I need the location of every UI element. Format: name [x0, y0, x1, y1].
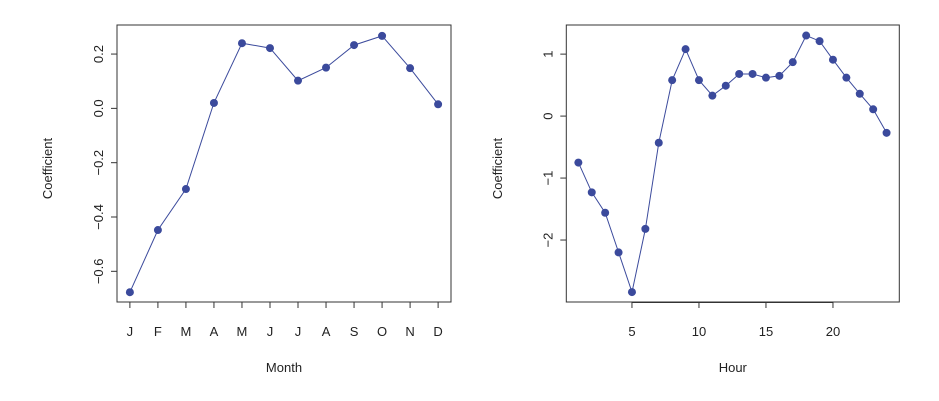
x-axis-label: Hour	[719, 360, 748, 375]
x-tick-label: F	[154, 324, 162, 339]
data-point	[434, 100, 443, 109]
y-tick-label: −0.2	[91, 150, 106, 176]
y-axis-label: Coefficient	[490, 138, 505, 200]
data-point	[882, 128, 891, 137]
series-line	[129, 35, 439, 293]
data-point	[125, 288, 134, 297]
plot-frame	[116, 24, 452, 303]
data-point	[721, 81, 730, 90]
data-point	[869, 105, 878, 114]
data-point	[654, 138, 663, 147]
data-point	[828, 55, 837, 64]
data-point	[627, 288, 636, 297]
y-tick-label: 0	[540, 112, 555, 119]
y-tick-label: 0.0	[91, 99, 106, 117]
y-axis-label: Coefficient	[40, 138, 55, 200]
y-tick-label: −0.4	[91, 204, 106, 230]
data-point	[855, 89, 864, 98]
y-tick-label: −1	[540, 171, 555, 186]
data-point	[237, 39, 246, 48]
data-point	[294, 76, 303, 85]
data-point	[761, 73, 770, 82]
data-point	[614, 248, 623, 257]
y-tick-label: −2	[540, 233, 555, 248]
data-point	[842, 73, 851, 82]
y-tick-label: −0.6	[91, 258, 106, 284]
data-point	[153, 226, 162, 235]
data-point	[181, 185, 190, 194]
data-point	[265, 44, 274, 53]
x-tick-label: O	[377, 324, 387, 339]
data-point	[788, 58, 797, 67]
x-tick-label: J	[267, 324, 274, 339]
x-tick-label: J	[295, 324, 302, 339]
data-point	[350, 41, 359, 50]
data-point	[708, 91, 717, 100]
data-point	[209, 98, 218, 107]
data-point	[668, 76, 677, 85]
x-tick-label: A	[322, 324, 331, 339]
x-tick-label: 10	[692, 324, 706, 339]
data-point	[587, 188, 596, 197]
data-point	[406, 64, 415, 73]
data-point	[378, 31, 387, 40]
x-tick-label: M	[181, 324, 192, 339]
x-tick-label: A	[210, 324, 219, 339]
x-tick-label: M	[237, 324, 248, 339]
data-point	[694, 76, 703, 85]
x-tick-label: 5	[628, 324, 635, 339]
data-point	[775, 71, 784, 80]
data-point	[802, 31, 811, 40]
data-point	[735, 69, 744, 78]
data-point	[601, 208, 610, 217]
x-axis-label: Month	[266, 360, 302, 375]
x-tick-label: S	[350, 324, 359, 339]
data-point	[681, 45, 690, 54]
x-tick-label: D	[433, 324, 442, 339]
x-tick-label: 20	[826, 324, 840, 339]
y-tick-label: 1	[540, 51, 555, 58]
data-point	[748, 69, 757, 78]
x-tick-label: 15	[759, 324, 773, 339]
series-line	[577, 34, 888, 294]
x-tick-label: N	[405, 324, 414, 339]
chart-panel-1: −0.6 −0.4 −0.2 0.0 0.2 J F M A M J J A S O N D Month Coeff…	[40, 24, 452, 375]
data-point	[322, 63, 331, 72]
data-point	[574, 158, 583, 167]
plot-frame	[565, 24, 900, 303]
y-tick-label: 0.2	[91, 45, 106, 63]
data-point	[815, 37, 824, 46]
data-point	[641, 224, 650, 233]
x-tick-label: J	[127, 324, 134, 339]
